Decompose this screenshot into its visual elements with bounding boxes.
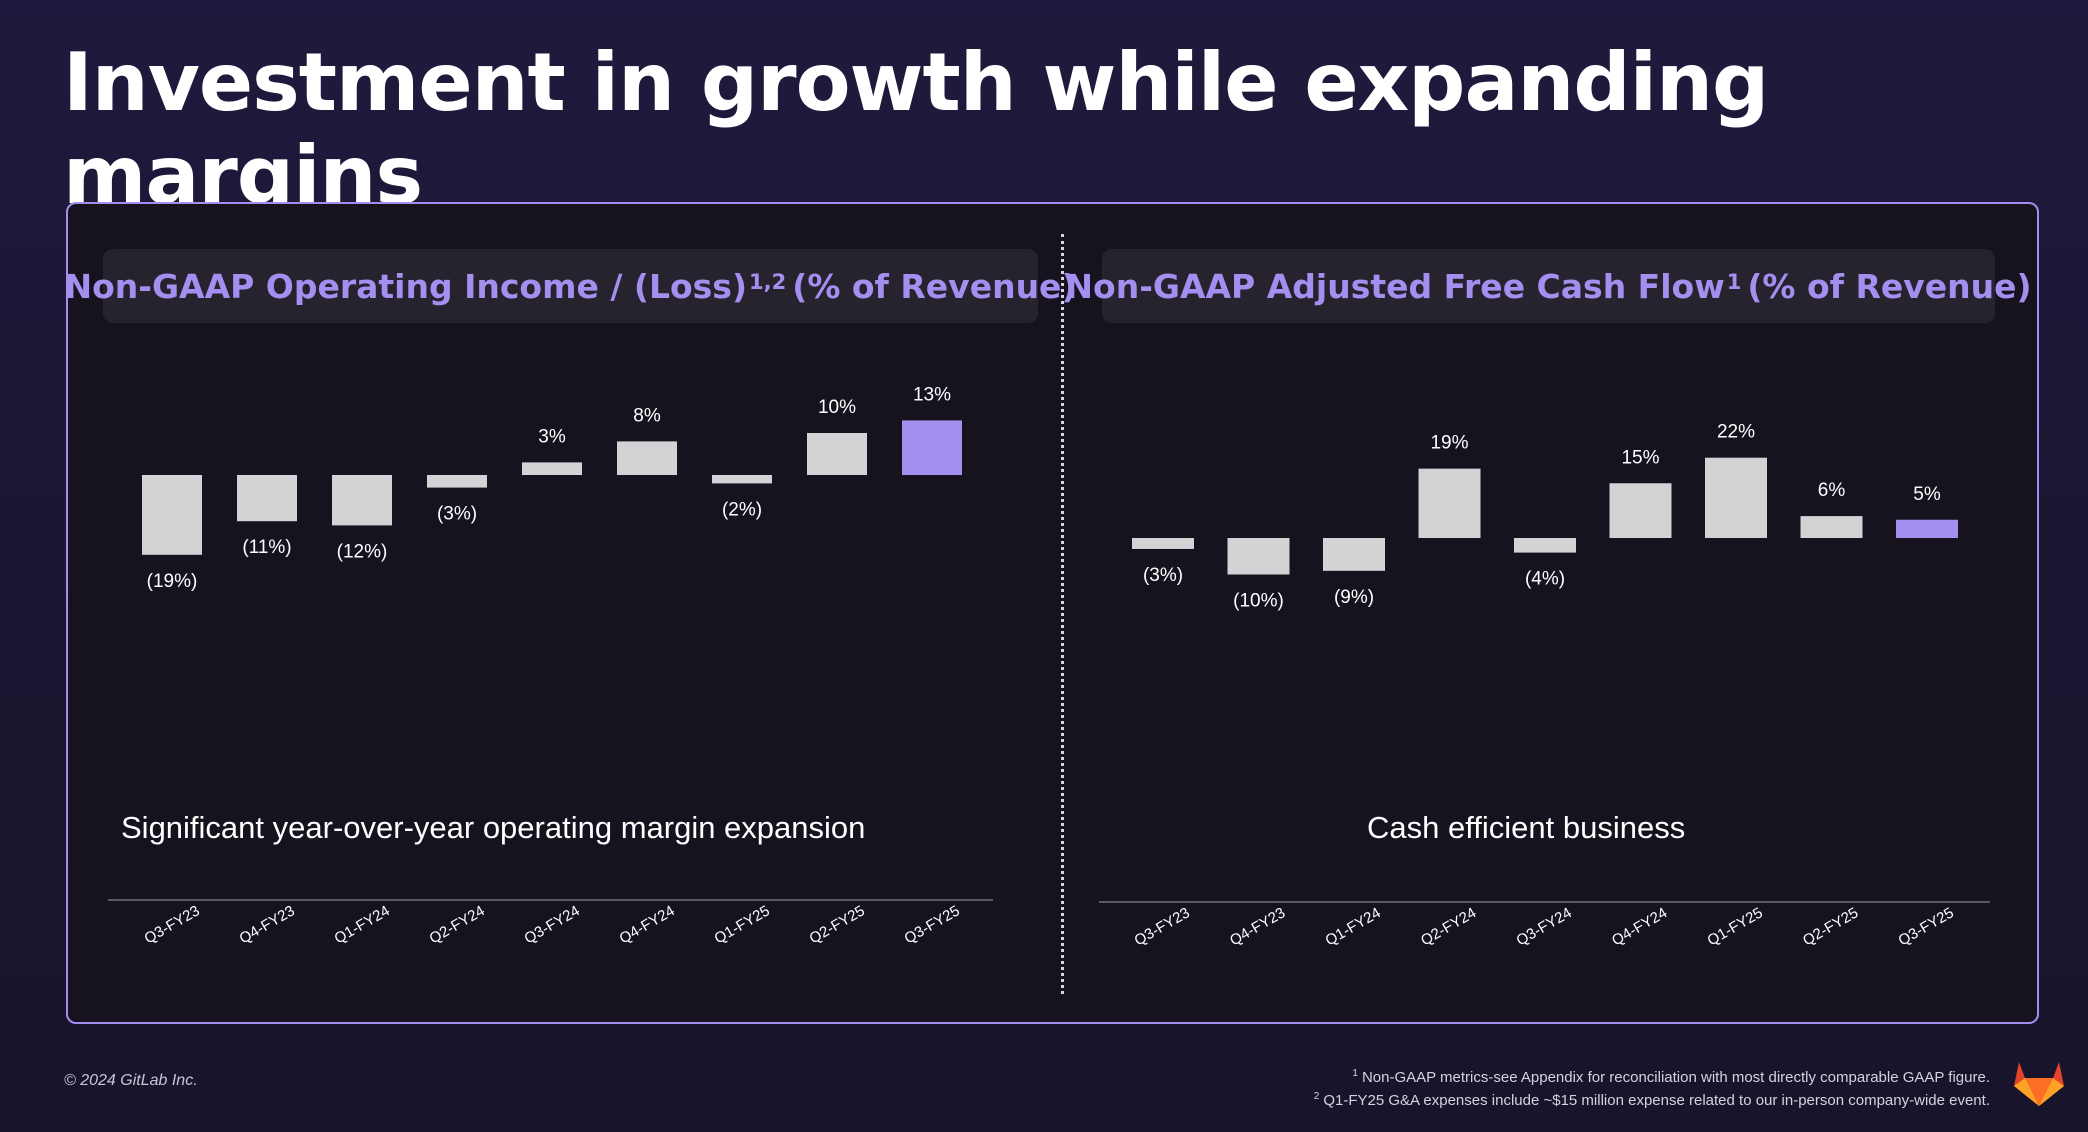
left-category-label: Q1-FY25 [712, 902, 773, 947]
left-value-label: 8% [633, 405, 661, 426]
left-category-label: Q2-FY24 [427, 902, 488, 947]
footnotes: 1 Non-GAAP metrics-see Appendix for recon… [1314, 1064, 1990, 1110]
left-category-label: Q2-FY25 [807, 902, 868, 947]
copyright-text: © 2024 GitLab Inc. [64, 1072, 198, 1089]
left-category-label: Q4-FY24 [617, 902, 678, 947]
footnote-1-mark: 1 [1352, 1068, 1358, 1079]
right-category-label: Q4-FY24 [1609, 904, 1670, 949]
left-bar-Q1-FY25 [712, 475, 772, 484]
footnote-1: 1 Non-GAAP metrics-see Appendix for recon… [1314, 1064, 1990, 1087]
left-category-label: Q1-FY24 [332, 902, 393, 947]
footnote-1-text: Non-GAAP metrics-see Appendix for reconc… [1361, 1069, 1990, 1086]
right-bar-Q4-FY23 [1227, 538, 1290, 575]
right-category-label: Q3-FY23 [1132, 904, 1193, 949]
left-category-label: Q3-FY23 [142, 902, 203, 947]
right-chart-heading-sup: 1 [1726, 270, 1742, 294]
right-category-label: Q1-FY24 [1323, 904, 1384, 949]
right-value-label: 5% [1913, 484, 1941, 505]
charts-panel [66, 202, 2039, 1024]
left-value-label: (19%) [147, 571, 198, 592]
right-bar-Q2-FY25 [1800, 516, 1863, 538]
left-bar-Q4-FY24 [617, 441, 677, 475]
right-chart-heading-text: Non-GAAP Adjusted Free Cash Flow [1065, 266, 1725, 306]
right-bar-Q2-FY24 [1418, 468, 1481, 538]
right-category-label: Q3-FY24 [1514, 904, 1575, 949]
right-bar-Q4-FY24 [1609, 483, 1672, 538]
right-chart-heading: Non-GAAP Adjusted Free Cash Flow 1 (% of R… [1065, 249, 2032, 323]
left-value-label: 3% [538, 426, 566, 447]
right-category-label: Q2-FY25 [1800, 904, 1861, 949]
left-chart-heading: Non-GAAP Operating Income / (Loss) 1,2 (% … [64, 249, 1077, 323]
right-bar-Q1-FY25 [1705, 457, 1767, 538]
right-value-label: (9%) [1334, 587, 1374, 608]
right-category-label: Q2-FY24 [1418, 904, 1479, 949]
left-value-label: 10% [818, 397, 856, 418]
left-bar-Q1-FY24 [332, 475, 392, 526]
left-bar-Q3-FY23 [142, 475, 202, 555]
right-value-label: 15% [1621, 447, 1659, 468]
left-value-label: (12%) [337, 541, 388, 562]
left-bar-Q2-FY24 [427, 475, 487, 488]
right-bar-Q3-FY25 [1896, 519, 1958, 538]
right-category-label: Q4-FY23 [1227, 904, 1288, 949]
left-value-label: (3%) [437, 504, 477, 525]
left-bar-Q3-FY24 [522, 462, 582, 475]
left-chart-heading-suffix: (% of Revenue) [792, 266, 1077, 306]
left-chart-heading-sup: 1,2 [749, 270, 787, 294]
right-category-label: Q3-FY25 [1896, 904, 1957, 949]
right-chart-caption: Cash efficient business [1367, 810, 1686, 845]
right-value-label: (10%) [1233, 591, 1284, 612]
left-category-label: Q3-FY24 [522, 902, 583, 947]
left-chart-heading-text: Non-GAAP Operating Income / (Loss) [64, 266, 748, 306]
page-title: Investment in growth while expanding mar… [63, 36, 1769, 222]
left-bar-Q3-FY25 [902, 420, 962, 475]
right-value-label: 22% [1717, 422, 1755, 443]
footnote-2: 2 Q1-FY25 G&A expenses include ~$15 milli… [1314, 1087, 1990, 1110]
gitlab-tanuki-icon [2014, 1062, 2064, 1106]
right-value-label: (4%) [1525, 569, 1565, 590]
right-bar-Q1-FY24 [1323, 538, 1385, 571]
right-bar-Q3-FY23 [1132, 538, 1194, 549]
footnote-2-text: Q1-FY25 G&A expenses include ~$15 millio… [1323, 1092, 1990, 1109]
left-value-label: 13% [913, 384, 951, 405]
left-category-label: Q4-FY23 [237, 902, 298, 947]
right-value-label: (3%) [1143, 565, 1183, 586]
right-value-label: 6% [1818, 480, 1846, 501]
right-chart-heading-suffix: (% of Revenue) [1747, 266, 2032, 306]
footnote-2-mark: 2 [1313, 1091, 1320, 1102]
panel-divider [1061, 234, 1064, 994]
left-bar-Q2-FY25 [807, 433, 867, 475]
left-value-label: (2%) [722, 499, 762, 520]
right-value-label: 19% [1430, 433, 1468, 454]
right-category-label: Q1-FY25 [1705, 904, 1766, 949]
left-value-label: (11%) [242, 537, 291, 558]
left-bar-Q4-FY23 [237, 475, 297, 522]
left-category-label: Q3-FY25 [902, 902, 963, 947]
right-bar-Q3-FY24 [1514, 538, 1576, 553]
left-chart-caption: Significant year-over-year operating mar… [121, 810, 866, 845]
